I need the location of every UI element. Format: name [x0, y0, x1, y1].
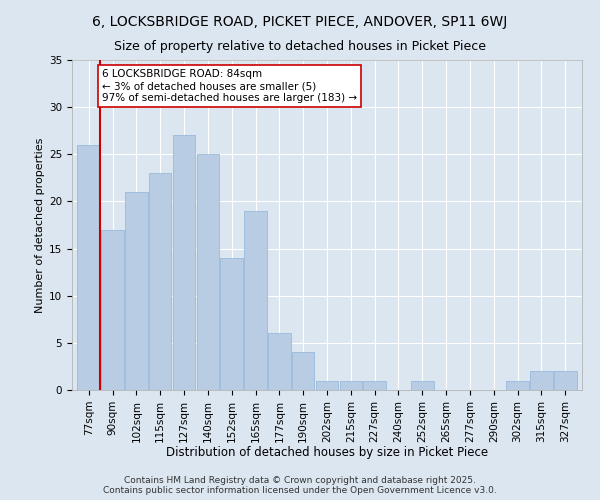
Bar [364, 380, 386, 390]
Bar [411, 380, 434, 390]
Bar [149, 173, 172, 390]
Bar [220, 258, 243, 390]
Bar [197, 154, 219, 390]
Bar [173, 136, 196, 390]
Bar [77, 145, 100, 390]
Bar [316, 380, 338, 390]
Y-axis label: Number of detached properties: Number of detached properties [35, 138, 45, 312]
Bar [125, 192, 148, 390]
Bar [530, 371, 553, 390]
Text: 6, LOCKSBRIDGE ROAD, PICKET PIECE, ANDOVER, SP11 6WJ: 6, LOCKSBRIDGE ROAD, PICKET PIECE, ANDOV… [92, 15, 508, 29]
Bar [506, 380, 529, 390]
Text: Contains HM Land Registry data © Crown copyright and database right 2025.
Contai: Contains HM Land Registry data © Crown c… [103, 476, 497, 495]
Bar [340, 380, 362, 390]
X-axis label: Distribution of detached houses by size in Picket Piece: Distribution of detached houses by size … [166, 446, 488, 459]
Bar [268, 334, 290, 390]
Bar [101, 230, 124, 390]
Text: Size of property relative to detached houses in Picket Piece: Size of property relative to detached ho… [114, 40, 486, 53]
Text: 6 LOCKSBRIDGE ROAD: 84sqm
← 3% of detached houses are smaller (5)
97% of semi-de: 6 LOCKSBRIDGE ROAD: 84sqm ← 3% of detach… [102, 70, 357, 102]
Bar [292, 352, 314, 390]
Bar [554, 371, 577, 390]
Bar [244, 211, 267, 390]
